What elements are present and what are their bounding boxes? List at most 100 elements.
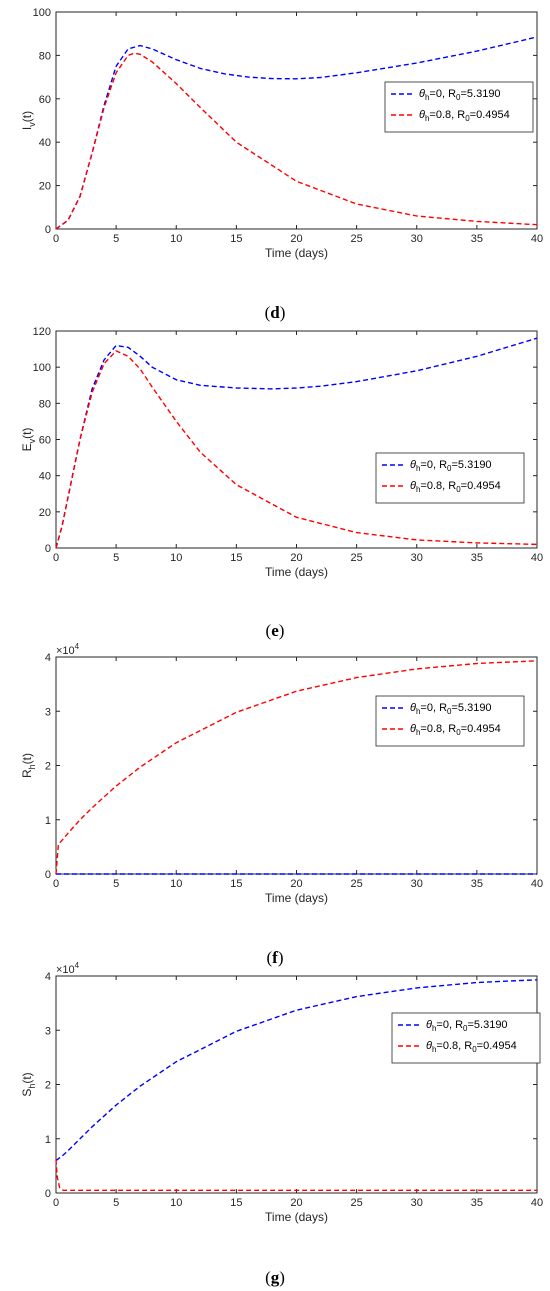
panel-caption: (d): [265, 303, 286, 322]
legend-box: [384, 81, 534, 133]
x-tick-label: 25: [351, 1197, 363, 1209]
legend-entry-1: θh=0, R0=5.3190: [419, 88, 501, 102]
y-tick-label: 40: [39, 137, 51, 149]
x-tick-label: 30: [411, 233, 423, 245]
x-tick-label: 40: [531, 1197, 543, 1209]
y-tick-label: 120: [33, 326, 51, 338]
y-tick-label: 60: [39, 94, 51, 106]
y-tick-label: 80: [39, 398, 51, 410]
x-axis-label: Time (days): [265, 565, 328, 579]
panel-caption: (g): [265, 1268, 285, 1287]
x-tick-label: 25: [351, 552, 363, 564]
y-tick-label: 2: [45, 761, 51, 773]
legend-entry-2: θh=0.8, R0=0.4954: [410, 480, 501, 494]
x-tick-label: 15: [230, 878, 242, 890]
plot-frame: [55, 975, 538, 1194]
y-tick-label: 1: [45, 1134, 51, 1146]
legend-entry-1: θh=0, R0=5.3190: [426, 1019, 508, 1033]
plot-frame: [55, 656, 538, 875]
plot-frame: [55, 330, 538, 549]
x-tick-label: 5: [113, 552, 119, 564]
legend: θh=0, R0=5.3190 θh=0.8, R0=0.4954: [375, 695, 525, 747]
y-tick-label: 2: [45, 1080, 51, 1092]
series-line-1: [55, 979, 538, 1162]
legend-entry-2: θh=0.8, R0=0.4954: [410, 723, 501, 737]
y-tick-label: 100: [33, 362, 51, 374]
x-tick-label: 10: [170, 1197, 182, 1209]
x-tick-label: 20: [290, 233, 302, 245]
x-tick-label: 40: [531, 552, 543, 564]
x-tick-label: 25: [351, 878, 363, 890]
y-tick-label: 40: [39, 471, 51, 483]
chart-panel-d: 0 5 10 15 20 25 30 35 40 0 20 40 60 80 100 Time (days) I…: [20, 7, 543, 322]
x-tick-label: 20: [290, 1197, 302, 1209]
x-tick-label: 30: [411, 552, 423, 564]
legend-entry-2: θh=0.8, R0=0.4954: [426, 1040, 517, 1054]
legend: θh=0, R0=5.3190 θh=0.8, R0=0.4954: [375, 452, 525, 504]
series-line-2: [55, 350, 538, 549]
x-axis-label: Time (days): [265, 246, 328, 260]
y-tick-label: 3: [45, 1025, 51, 1037]
x-tick-label: 35: [471, 552, 483, 564]
y-axis-exponent: ×104: [56, 961, 80, 976]
x-tick-label: 35: [471, 878, 483, 890]
x-tick-label: 5: [113, 233, 119, 245]
y-axis-label: Ev(t): [20, 428, 37, 452]
legend: θh=0, R0=5.3190 θh=0.8, R0=0.4954: [391, 1012, 541, 1064]
y-tick-label: 20: [39, 507, 51, 519]
x-tick-label: 15: [230, 1197, 242, 1209]
x-tick-label: 0: [53, 233, 59, 245]
y-tick-label: 0: [45, 869, 51, 881]
x-tick-label: 20: [290, 552, 302, 564]
y-tick-label: 60: [39, 435, 51, 447]
x-tick-label: 20: [290, 878, 302, 890]
legend-box: [391, 1012, 541, 1064]
y-tick-label: 100: [33, 7, 51, 19]
y-tick-label: 4: [45, 971, 51, 983]
x-tick-label: 35: [471, 1197, 483, 1209]
y-tick-label: 1: [45, 815, 51, 827]
x-tick-label: 10: [170, 878, 182, 890]
series-line-1: [55, 337, 538, 549]
x-tick-label: 40: [531, 878, 543, 890]
x-tick-label: 15: [230, 233, 242, 245]
chart-panel-e: 0 5 10 15 20 25 30 35 40 0 20 40 60 80 100 120 Time (day…: [20, 326, 543, 640]
y-axis-label: Iv(t): [20, 111, 37, 130]
y-axis-exponent: ×104: [56, 642, 80, 657]
y-tick-label: 0: [45, 543, 51, 555]
legend-entry-1: θh=0, R0=5.3190: [410, 702, 492, 716]
y-axis-label: Rh(t): [20, 753, 37, 778]
y-tick-label: 0: [45, 224, 51, 236]
x-axis-label: Time (days): [265, 891, 328, 905]
x-tick-label: 30: [411, 1197, 423, 1209]
x-tick-label: 15: [230, 552, 242, 564]
x-tick-label: 0: [53, 552, 59, 564]
legend-box: [375, 695, 525, 747]
panel-caption: (e): [266, 621, 285, 640]
series-line-2: [55, 52, 538, 230]
x-tick-label: 5: [113, 878, 119, 890]
x-tick-label: 0: [53, 1197, 59, 1209]
x-tick-label: 0: [53, 878, 59, 890]
chart-panel-f: 0 5 10 15 20 25 30 35 40 0 1 2 3 4 ×104 Time (days) Rh(t…: [20, 642, 543, 967]
series-line-2: [55, 660, 538, 875]
legend: θh=0, R0=5.3190 θh=0.8, R0=0.4954: [384, 81, 534, 133]
x-tick-label: 10: [170, 552, 182, 564]
y-tick-label: 0: [45, 1188, 51, 1200]
y-axis-label: Sh(t): [20, 1072, 37, 1096]
y-tick-label: 3: [45, 706, 51, 718]
chart-panel-g: 0 5 10 15 20 25 30 35 40 0 1 2 3 4 ×104 Time (days) Sh(t…: [20, 961, 543, 1287]
x-tick-label: 30: [411, 878, 423, 890]
legend-box: [375, 452, 525, 504]
y-tick-label: 80: [39, 50, 51, 62]
legend-entry-1: θh=0, R0=5.3190: [410, 459, 492, 473]
panel-caption: (f): [266, 948, 283, 967]
series-line-2: [55, 1159, 537, 1191]
x-tick-label: 5: [113, 1197, 119, 1209]
legend-entry-2: θh=0.8, R0=0.4954: [419, 109, 510, 123]
y-tick-label: 4: [45, 652, 51, 664]
x-tick-label: 25: [351, 233, 363, 245]
x-tick-label: 35: [471, 233, 483, 245]
series-line-1: [55, 36, 538, 230]
x-tick-label: 10: [170, 233, 182, 245]
